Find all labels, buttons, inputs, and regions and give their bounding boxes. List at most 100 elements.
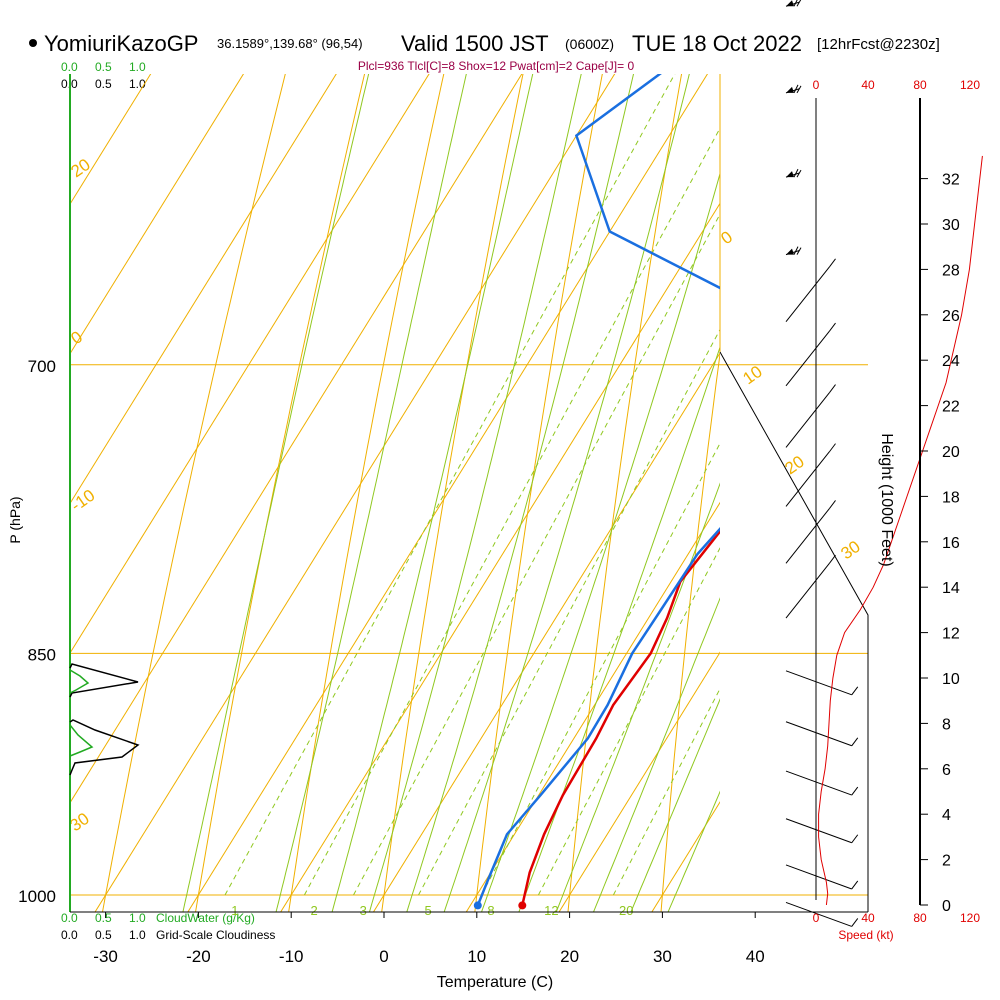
- cloud-scale-top-black-1: 0.5: [95, 77, 112, 91]
- moist-adiabat-line: [592, 597, 720, 912]
- mixing-ratio-label: 8: [487, 903, 494, 918]
- dry-adiabat-label: 20: [67, 155, 93, 181]
- height-tick-label: 0: [942, 898, 951, 915]
- cloudiness-profile: [69, 663, 139, 698]
- isotherm-line: [280, 202, 720, 912]
- mixing-ratio-label: 5: [424, 903, 431, 918]
- sounding-traces: [476, 74, 720, 906]
- speed-tick-bottom-3: 120: [960, 911, 980, 925]
- height-tick-label: 26: [942, 308, 960, 325]
- dry-adiabat-line: [940, 0, 1000, 924]
- cloud-scale-bottom-black-1: 0.5: [95, 928, 112, 942]
- cloudwater-profile-lower: [69, 724, 94, 757]
- moist-adiabat-line: [331, 74, 534, 912]
- wind-barb: [785, 721, 859, 747]
- mixing-ratio-label: 2: [310, 903, 317, 918]
- valid-date: TUE 18 Oct 2022: [632, 31, 802, 56]
- pressure-tick-label: 1000: [18, 887, 56, 906]
- dry-adiabat-line: [474, 74, 603, 912]
- cloud-scale-bottom-black-0: 0.0: [61, 928, 78, 942]
- dry-adiabat-line: [847, 0, 1000, 924]
- wind-barb: [785, 818, 859, 844]
- station-name: YomiuriKazoGP: [44, 31, 198, 56]
- isotherm-line: [70, 74, 337, 505]
- dry-adiabat-line: [195, 74, 366, 912]
- mixing-ratio-label: 1: [231, 903, 238, 918]
- mixing-ratio-label: 20: [619, 903, 633, 918]
- moist-adiabat-line: [443, 74, 690, 912]
- speed-profile-line: [818, 155, 983, 906]
- wind-barb: [785, 322, 836, 387]
- plot-frame: [69, 74, 869, 913]
- dry-adiabat-label: -10: [67, 486, 98, 516]
- wind-barb: [785, 443, 836, 507]
- isotherm-line: [465, 501, 720, 912]
- wind-barb: [785, 500, 836, 564]
- moist-adiabat-line: [630, 698, 720, 912]
- cloudiness-label: Grid-Scale Cloudiness: [156, 928, 275, 942]
- cloud-scale-top-green-2: 1.0: [129, 60, 146, 74]
- mixing-ratio-line: [481, 442, 720, 896]
- isotherm-line: [372, 352, 720, 912]
- isotherm-line: [70, 74, 523, 804]
- wind-barb: [785, 168, 802, 178]
- moist-adiabat-line: [555, 482, 720, 912]
- dry-adiabat-label: 10: [739, 362, 765, 388]
- moist-adiabat-line: [406, 74, 635, 912]
- speed-panel: 0 40 80 120 0 40 80 120 Speed (kt): [813, 78, 983, 942]
- height-axis-label: Height (1000 Feet): [878, 433, 895, 566]
- speed-tick-top-3: 120: [960, 78, 980, 92]
- dry-adiabat-label: 20: [781, 452, 807, 478]
- height-tick-label: 28: [942, 262, 960, 279]
- isobar-lines: [70, 364, 868, 896]
- moist-adiabat-line: [182, 74, 370, 912]
- pressure-tick-label: 850: [28, 645, 56, 664]
- moist-adiabat-line: [368, 74, 582, 912]
- cloud-scale-top: 0.0 0.5 1.0 0.0 0.5 1.0: [61, 60, 146, 91]
- surface-dewpoint-dot: [473, 901, 482, 910]
- x-tick-label: 40: [746, 947, 765, 966]
- cloud-scale-bottom-green-0: 0.0: [61, 911, 78, 925]
- moist-adiabat-line: [480, 171, 720, 912]
- mixing-ratio-line: [224, 74, 676, 896]
- dry-adiabat-line: [381, 74, 524, 912]
- dry-adiabat-label: 30: [837, 537, 863, 563]
- speed-tick-bottom-1: 40: [861, 911, 875, 925]
- mixing-ratio-line: [353, 213, 720, 896]
- moist-adiabat-line: [275, 74, 467, 912]
- cloudwater-label: CloudWater (g/Kg): [156, 911, 255, 925]
- cloudiness-profile-lower: [69, 719, 140, 776]
- height-tick-label: 14: [942, 580, 960, 597]
- mixing-ratio-line: [418, 328, 720, 896]
- cloud-scale-top-black-2: 1.0: [129, 77, 146, 91]
- moist-adiabat-line: [518, 345, 720, 912]
- pressure-ticks: 2503004005007008501000: [18, 357, 56, 906]
- height-tick-label: 18: [942, 489, 960, 506]
- valid-utc: (0600Z): [565, 36, 614, 52]
- indices-line: Plcl=936 Tlcl[C]=8 Shox=12 Pwat[cm]=2 Ca…: [358, 59, 635, 73]
- speed-tick-top-1: 40: [861, 78, 875, 92]
- wind-barb: [785, 0, 802, 7]
- header: YomiuriKazoGP 36.1589°,139.68° (96,54) V…: [29, 31, 940, 73]
- speed-tick-top-0: 0: [813, 78, 820, 92]
- dewpoint-line: [476, 74, 720, 906]
- wind-barbs: [785, 0, 859, 927]
- x-tick-label: -20: [186, 947, 211, 966]
- wind-barb: [785, 384, 836, 448]
- wind-barb: [785, 770, 859, 796]
- tropopause-boundary: [719, 351, 869, 912]
- height-tick-label: 10: [942, 671, 960, 688]
- cloud-scale-top-green-0: 0.0: [61, 60, 78, 74]
- isotherm-line: [0, 0, 827, 924]
- temperature-ticks: -30 -20 -10 0 10 20 30 40: [93, 912, 765, 966]
- y-axis-label: P (hPa): [7, 496, 23, 543]
- forecast-label: [12hrFcst@2230z]: [817, 36, 940, 53]
- mixing-ratio-line: [537, 546, 720, 896]
- isotherm-line: [94, 74, 616, 912]
- x-axis-label: Temperature (C): [437, 974, 553, 991]
- x-tick-label: 30: [653, 947, 672, 966]
- station-coords: 36.1589°,139.68° (96,54): [217, 36, 363, 51]
- speed-tick-top-2: 80: [913, 78, 927, 92]
- cloudwater-profile: [69, 669, 90, 694]
